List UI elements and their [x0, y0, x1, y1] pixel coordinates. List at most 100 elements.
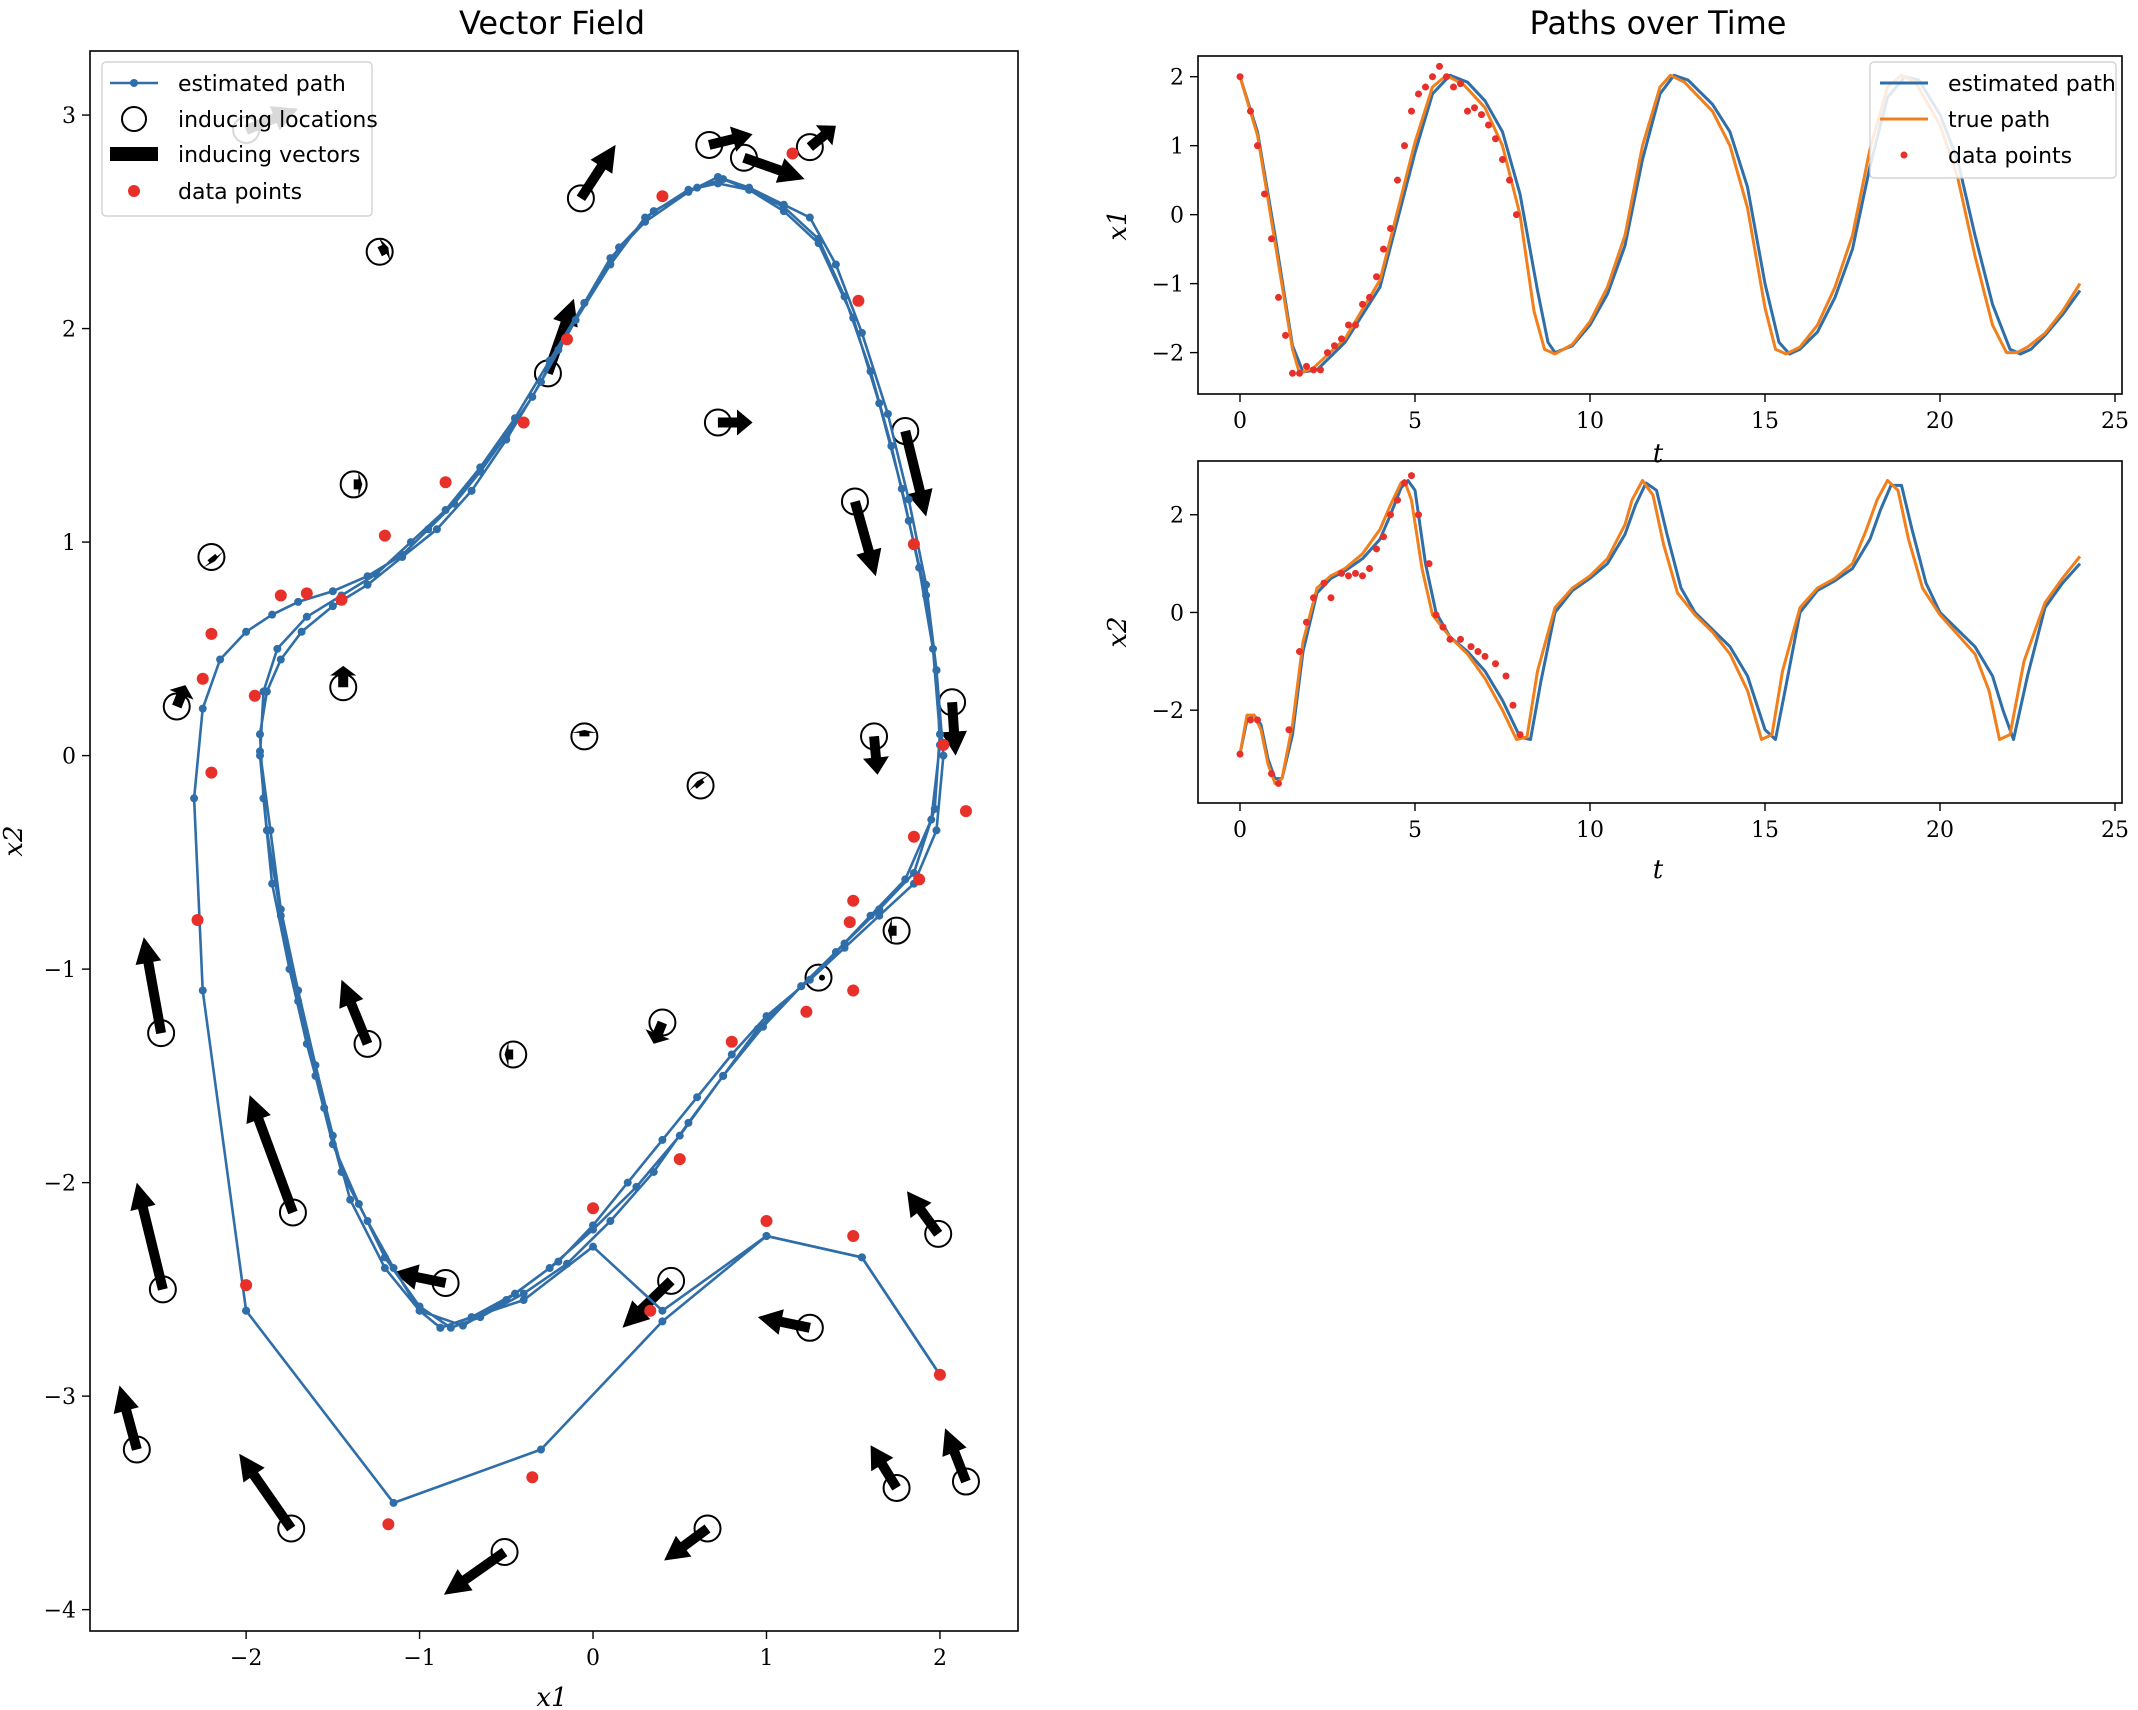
estimated-path-marker	[328, 602, 337, 611]
data-point	[1450, 83, 1457, 91]
inducing-location-marker	[566, 184, 595, 213]
data-point	[1513, 211, 1520, 219]
data-point	[1275, 293, 1282, 301]
inducing-vector-arrow	[339, 979, 373, 1046]
data-point	[1478, 111, 1485, 119]
data-point	[1422, 83, 1429, 91]
estimated-path-marker	[606, 260, 615, 269]
estimated-path-marker	[580, 298, 589, 307]
data-point	[248, 689, 261, 702]
data-point	[1509, 701, 1517, 709]
legend-estimated-path-label: estimated path	[178, 72, 346, 97]
data-point	[561, 333, 574, 346]
estimated-path-marker	[857, 328, 866, 337]
inducing-location-marker	[278, 1198, 307, 1227]
data-point	[852, 294, 865, 307]
estimated-path-marker	[779, 207, 788, 216]
data-point	[1296, 369, 1303, 377]
inducing-location-marker	[924, 1219, 953, 1248]
estimated-path-marker	[328, 1131, 337, 1140]
estimated-path-marker	[759, 1022, 768, 1031]
estimated-path-marker	[623, 1178, 632, 1187]
data-point	[1268, 770, 1275, 778]
y-tick-label: −1	[44, 958, 76, 983]
data-point	[1303, 362, 1310, 370]
estimated-path-marker	[320, 1103, 329, 1112]
data-point	[1310, 366, 1317, 374]
data-point	[1352, 321, 1359, 329]
data-point	[196, 672, 209, 685]
y-tick-label: 1	[1170, 135, 1184, 160]
data-point	[526, 1471, 539, 1484]
estimated-path-marker	[658, 1135, 667, 1144]
x1-xlabel: t	[1653, 439, 1664, 469]
estimated-path-marker	[545, 1264, 554, 1273]
data-point	[1320, 579, 1328, 587]
data-point	[1317, 366, 1324, 374]
estimated-path-marker	[866, 911, 875, 920]
inducing-vector-arrow	[870, 1445, 901, 1491]
data-point	[1492, 660, 1499, 668]
data-point	[1467, 643, 1475, 651]
estimated-path-marker	[939, 751, 948, 760]
estimated-path-marker	[216, 655, 225, 664]
vector-field-panel: Vector Field −2 −1 0 1 2 −4 −3 −2 −1 0 1 2 3 x1 x2 e…	[0, 4, 1019, 1710]
paths-over-time-title: Paths over Time	[1530, 4, 1787, 42]
estimated-path-marker	[849, 313, 858, 322]
data-point	[933, 1368, 946, 1381]
inducing-vector-arrow	[130, 1182, 168, 1291]
inducing-vector-arrow	[353, 471, 363, 498]
estimated-path-marker	[831, 260, 840, 269]
estimated-path-marker	[606, 1217, 615, 1226]
data-point	[907, 830, 920, 843]
estimated-path-marker	[268, 610, 277, 619]
x-tick-label: 15	[1751, 818, 1779, 843]
inducing-vector-arrow	[622, 1277, 675, 1328]
estimated-path-marker	[875, 399, 884, 408]
data-point	[1401, 142, 1408, 150]
estimated-path-marker	[415, 1306, 424, 1315]
inducing-location-marker	[729, 143, 758, 172]
inducing-vector-arrow	[377, 237, 391, 261]
data-point	[1457, 80, 1464, 88]
inducing-location-marker	[329, 673, 358, 702]
estimated-path-marker	[406, 538, 415, 547]
data-point	[1352, 569, 1359, 577]
vector-field-title: Vector Field	[459, 4, 645, 42]
data-point	[1446, 635, 1454, 643]
inducing-location-marker	[951, 1467, 980, 1496]
estimated-path-marker	[354, 1199, 363, 1208]
data-point	[843, 916, 856, 929]
inducing-vector-arrow	[393, 1264, 447, 1290]
data-point	[1471, 104, 1478, 112]
estimated-path-marker	[719, 1071, 728, 1080]
data-point	[1310, 594, 1317, 602]
estimated-path-marker	[762, 1012, 771, 1021]
data-point	[1499, 155, 1506, 163]
data-point	[1394, 176, 1401, 184]
inducing-location-marker	[840, 487, 869, 516]
vector-field-plot-area	[113, 106, 980, 1595]
estimated-path-marker	[571, 316, 580, 325]
estimated-path-marker	[467, 486, 476, 495]
estimated-path-marker	[458, 1321, 467, 1330]
estimated-path-marker	[328, 587, 337, 596]
inducing-vector-arrow	[688, 774, 709, 792]
x-tick-label: −1	[403, 1646, 435, 1671]
estimated-path-marker	[259, 687, 268, 696]
data-point	[1502, 672, 1510, 680]
vector-field-xlabel: x1	[536, 1683, 567, 1710]
estimated-path-marker	[840, 292, 849, 301]
data-point	[1481, 652, 1489, 660]
data-point	[1345, 572, 1352, 580]
estimated-path-marker	[658, 1306, 667, 1315]
estimated-path-marker	[510, 414, 519, 423]
data-point	[1464, 107, 1471, 115]
vector-field-ticks: −2 −1 0 1 2 −4 −3 −2 −1 0 1 2 3	[44, 104, 947, 1671]
data-point	[1474, 648, 1482, 656]
data-point	[1457, 635, 1464, 643]
inducing-location-marker	[365, 237, 394, 266]
estimated-path-marker	[302, 1039, 311, 1048]
inducing-location-marker	[339, 470, 368, 499]
estimated-path-marker	[273, 644, 282, 653]
